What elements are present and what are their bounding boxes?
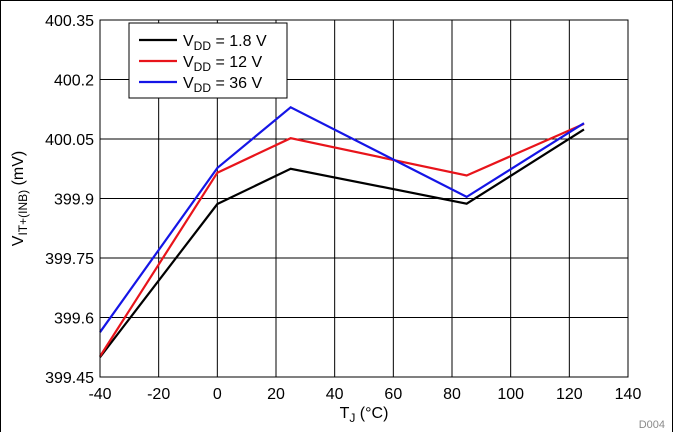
- top-rule: [1, 0, 673, 1]
- x-tick-label: 100: [497, 386, 524, 403]
- x-axis-title-unit: (°C): [355, 405, 388, 422]
- y-tick-label: 400.05: [45, 132, 94, 149]
- legend-label-3: VDD = 36 V: [183, 75, 262, 95]
- y-axis-title-unit: (mV): [10, 151, 27, 190]
- x-tick-label: 80: [443, 386, 461, 403]
- figure-id-label: D004: [639, 419, 665, 431]
- legend-label-1: VDD = 1.8 V: [183, 33, 267, 53]
- x-axis-title-main: T: [340, 405, 350, 422]
- y-tick-label: 399.6: [54, 311, 94, 328]
- y-axis-title-main: V: [10, 235, 27, 246]
- x-tick-label: 40: [326, 386, 344, 403]
- plot-frame: [99, 19, 629, 378]
- x-tick-label: 140: [615, 386, 642, 403]
- x-tick-label: 20: [267, 386, 285, 403]
- series-line-3: [99, 105, 585, 333]
- y-tick-label: 399.75: [45, 251, 94, 268]
- x-tick-label: 0: [213, 386, 222, 403]
- series-line-1: [99, 128, 585, 358]
- x-axis-title-subscript: J: [349, 411, 355, 425]
- x-tick-label: 120: [556, 386, 583, 403]
- x-tick-label: -20: [147, 386, 170, 403]
- y-tick-label: 400.2: [54, 73, 94, 90]
- legend-label-2: VDD = 12 V: [183, 54, 262, 74]
- series-line-2: [99, 122, 585, 357]
- y-tick-label: 399.45: [45, 370, 94, 387]
- x-tick-labels: -40 -20 0 20 40 60 80 100 120 140: [88, 386, 641, 403]
- series-layer: [99, 105, 585, 358]
- x-tick-label: 60: [384, 386, 402, 403]
- y-tick-label: 400.35: [45, 13, 94, 30]
- y-tick-labels: 399.45 399.6 399.75 399.9 400.05 400.2 400.35: [45, 13, 94, 387]
- x-tick-label: -40: [88, 386, 111, 403]
- y-axis-title: VIT+(INB) (mV): [10, 151, 30, 246]
- y-tick-label: 399.9: [54, 192, 94, 209]
- y-axis-title-subscript: IT+(INB): [16, 190, 30, 236]
- x-axis-title: TJ (°C): [340, 405, 389, 425]
